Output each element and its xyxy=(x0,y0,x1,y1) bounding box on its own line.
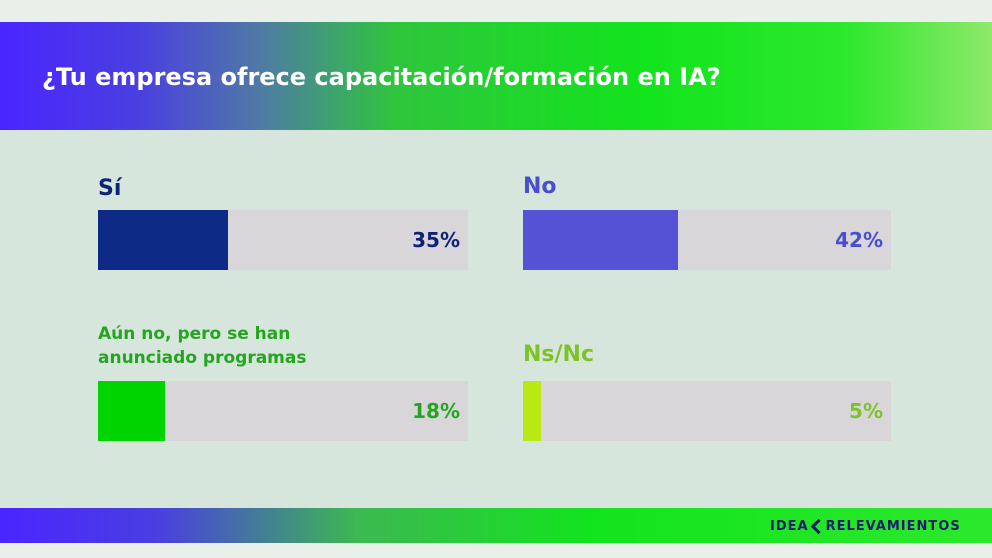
bar-fill-si xyxy=(98,210,228,270)
bar-label-ns-nc: Ns/Nc xyxy=(523,342,594,367)
bar-value-ns-nc: 5% xyxy=(849,399,883,423)
bar-value-si: 35% xyxy=(412,228,460,252)
bar-label-aun-no-line-2: anunciado programas xyxy=(98,348,307,368)
bar-track-no: 42% xyxy=(523,210,891,270)
bar-item-no: No 42% xyxy=(523,172,891,272)
bar-label-si: Sí xyxy=(98,176,122,201)
bar-track-si: 35% xyxy=(98,210,468,270)
header-banner xyxy=(0,22,992,130)
bottom-strip xyxy=(0,543,992,558)
bar-item-ns-nc: Ns/Nc 5% xyxy=(523,340,891,444)
bar-item-si: Sí 35% xyxy=(98,174,468,272)
bar-fill-ns-nc xyxy=(523,381,541,441)
bar-value-no: 42% xyxy=(835,228,883,252)
bar-value-aun-no: 18% xyxy=(412,399,460,423)
brand-logo-part-2: RELEVAMIENTOS xyxy=(825,519,961,534)
footer-banner xyxy=(0,508,992,543)
bar-fill-no xyxy=(523,210,678,270)
bar-label-aun-no-line-1: Aún no, pero se han xyxy=(98,324,291,344)
bar-track-ns-nc: 5% xyxy=(523,381,891,441)
bar-label-no: No xyxy=(523,174,557,199)
top-strip xyxy=(0,0,992,22)
brand-logo-part-1: IDEA xyxy=(770,519,809,534)
bar-item-aun-no: Aún no, pero se han anunciado programas … xyxy=(98,322,468,444)
brand-chevron-icon xyxy=(810,518,826,535)
bar-track-aun-no: 18% xyxy=(98,381,468,441)
chart-title: ¿Tu empresa ofrece capacitación/formació… xyxy=(42,63,721,91)
bar-fill-aun-no xyxy=(98,381,165,441)
brand-logo: IDEA RELEVAMIENTOS xyxy=(770,518,961,535)
bar-label-aun-no: Aún no, pero se han anunciado programas xyxy=(98,322,306,370)
